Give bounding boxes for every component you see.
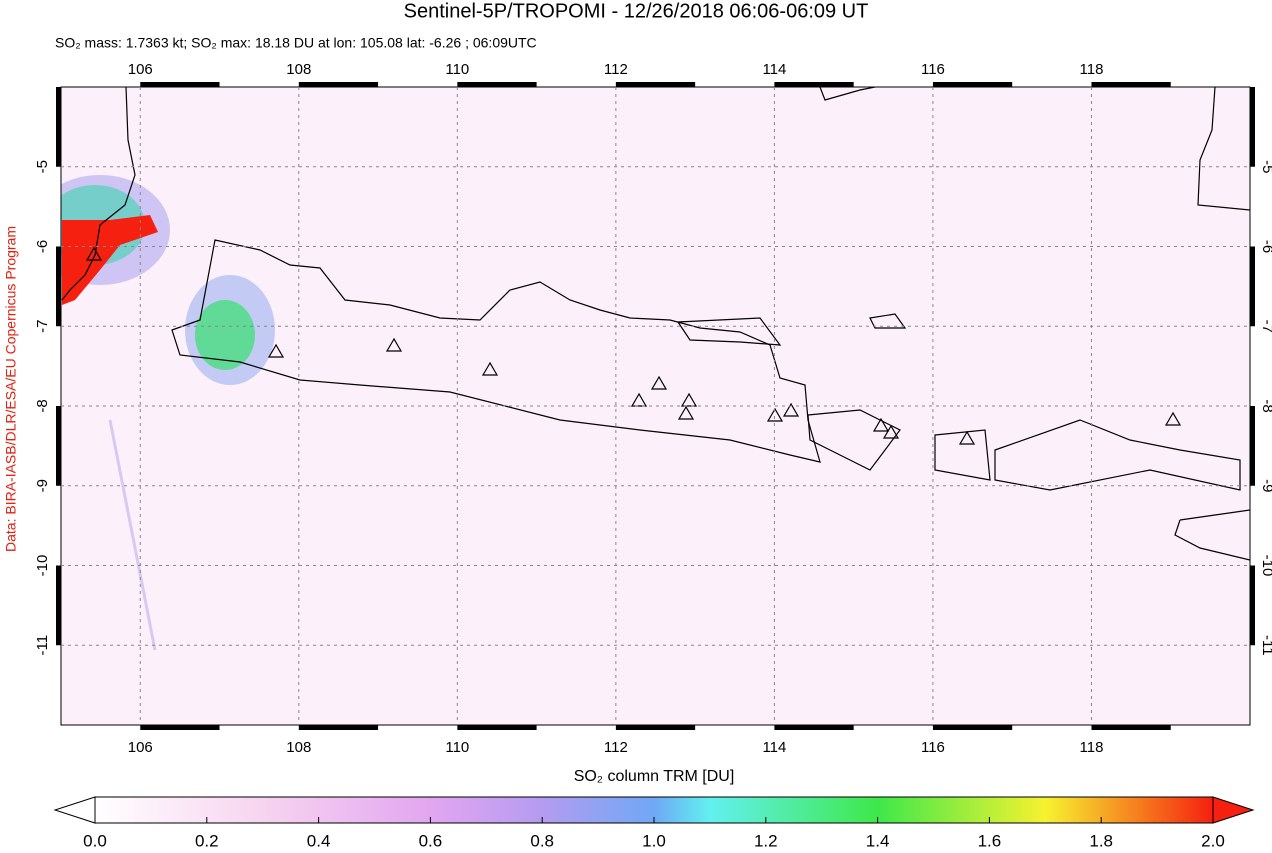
colorbar-tick-label: 0.6	[419, 831, 443, 850]
y-tick-label: -8	[1259, 399, 1272, 412]
frame-bar	[1091, 725, 1171, 730]
y-tick-label: -8	[34, 399, 51, 412]
frame-bar	[140, 725, 220, 730]
coastlines	[61, 87, 1250, 561]
frame-bar	[457, 82, 537, 87]
colorbar-tick-label: 0.0	[83, 831, 107, 850]
frame-bar	[457, 725, 537, 730]
y-tick-label: -10	[34, 555, 51, 577]
x-tick-label: 118	[1080, 61, 1104, 78]
y-tick-label: -6	[1259, 240, 1272, 253]
y-tick-label: -7	[1259, 320, 1272, 333]
x-tick-label: 112	[604, 61, 628, 78]
title: Sentinel-5P/TROPOMI - 12/26/2018 06:06-0…	[404, 0, 869, 22]
colorbar-tick-label: 2.0	[1201, 831, 1225, 850]
frame-bar	[1250, 406, 1255, 486]
frame-bar	[56, 246, 61, 327]
frame-bar	[1250, 565, 1255, 646]
colorbar-tick-label: 1.6	[978, 831, 1002, 850]
x-tick-label: 108	[286, 739, 311, 756]
y-tick-label: -9	[34, 479, 51, 492]
colorbar-tick-label: 1.4	[866, 831, 890, 850]
frame-bar	[298, 725, 379, 730]
frame-bar	[56, 565, 61, 646]
y-tick-label: -11	[34, 635, 51, 656]
credit: Data: BIRA-IASB/DLR/ESA/EU Copernicus Pr…	[3, 226, 19, 552]
volcanoes	[85, 246, 1182, 445]
x-tick-label: 116	[921, 739, 945, 756]
frame-bar	[1250, 87, 1255, 167]
colorbar-tick-label: 0.8	[530, 831, 554, 850]
y-tick-label: -10	[1259, 555, 1272, 577]
frame-bar	[1250, 246, 1255, 327]
colorbar-tick-label: 0.2	[195, 831, 219, 850]
frame-bar	[56, 87, 61, 167]
colorbar-tick-label: 1.2	[754, 831, 778, 850]
x-tick-label: 118	[1080, 739, 1104, 756]
frame-bar	[140, 82, 220, 87]
colorbar-tick-label: 1.8	[1089, 831, 1113, 850]
frame-bar	[932, 725, 1013, 730]
colorbar-tick-label: 1.0	[642, 831, 666, 850]
map-area	[61, 87, 1250, 725]
frame-bar	[615, 725, 696, 730]
colorbar-tick-label: 0.4	[307, 831, 331, 850]
x-tick-label: 114	[762, 739, 786, 756]
frame-bar	[1091, 82, 1171, 87]
y-tick-label: -7	[34, 320, 51, 333]
y-tick-label: -9	[1259, 479, 1272, 492]
colorbar-over-arrow	[1212, 796, 1255, 824]
x-tick-label: 116	[921, 61, 945, 78]
colorbar-label: SO₂ column TRM [DU]	[574, 768, 735, 785]
x-tick-label: 106	[128, 61, 153, 78]
colorbar-under-arrow	[53, 796, 96, 824]
x-tick-label: 110	[445, 61, 469, 78]
subtitle: SO₂ mass: 1.7363 kt; SO₂ max: 18.18 DU a…	[55, 35, 537, 51]
x-tick-label: 114	[762, 61, 786, 78]
y-tick-label: -6	[34, 240, 51, 253]
x-tick-label: 110	[445, 739, 469, 756]
x-tick-label: 106	[128, 739, 153, 756]
frame-bar	[774, 725, 854, 730]
y-tick-label: -11	[1259, 635, 1272, 656]
frame-bar	[56, 406, 61, 486]
frame-bar	[774, 82, 854, 87]
y-tick-label: -5	[34, 160, 51, 173]
y-tick-label: -5	[1259, 160, 1272, 173]
x-tick-label: 112	[604, 739, 628, 756]
x-tick-label: 108	[286, 61, 311, 78]
frame-bar	[932, 82, 1013, 87]
frame-bar	[298, 82, 379, 87]
frame-bar	[615, 82, 696, 87]
